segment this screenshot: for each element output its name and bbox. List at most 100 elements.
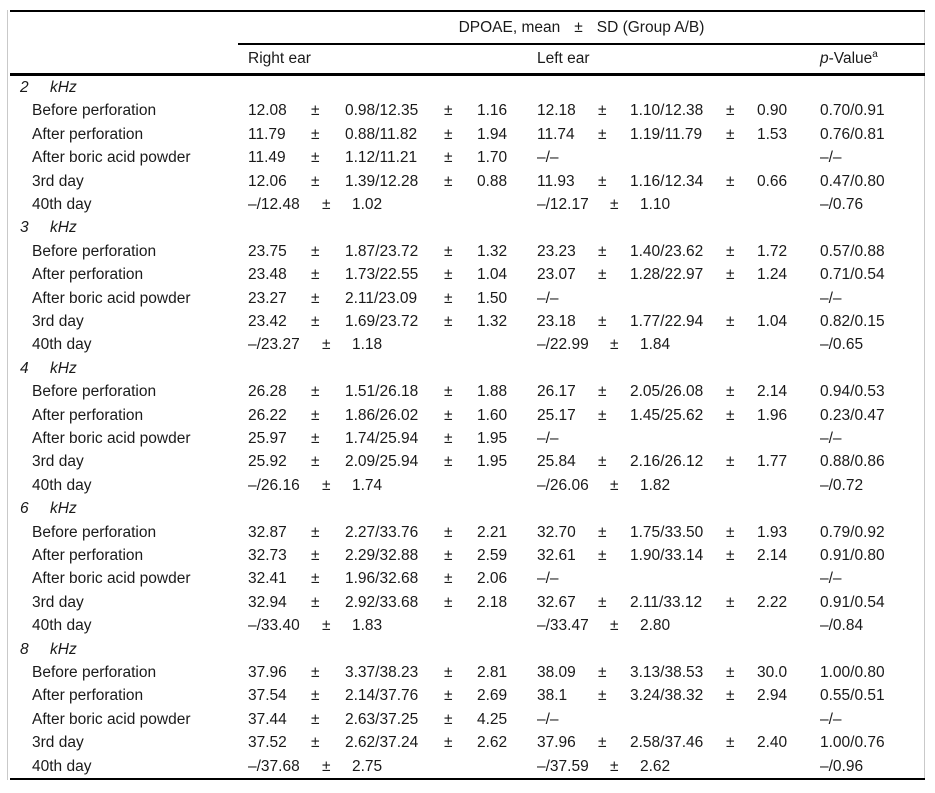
left-ear-value: –/33.47 xyxy=(537,617,589,635)
plus-minus-symbol: ± xyxy=(322,757,331,775)
plus-minus-symbol: ± xyxy=(610,617,619,635)
right-ear-value: –/23.27 xyxy=(248,336,300,354)
plus-minus-symbol: ± xyxy=(598,523,607,541)
left-ear-value: 2.40 xyxy=(757,734,788,752)
right-ear-value: 1.04 xyxy=(477,266,508,284)
p-value: –/– xyxy=(820,710,842,728)
plus-minus-symbol: ± xyxy=(322,476,331,494)
left-ear-value: 3.13/38.53 xyxy=(630,664,704,681)
left-ear-value: 2.05/26.08 xyxy=(630,383,704,401)
p-value: 1.00/0.76 xyxy=(820,734,885,752)
row-label: Before perforation xyxy=(32,523,157,541)
left-ear-value: 2.62 xyxy=(640,757,671,775)
right-ear-value: 11.49 xyxy=(248,149,286,167)
right-ear-value: 1.18 xyxy=(352,336,383,354)
row-label: 40th day xyxy=(32,617,92,635)
right-ear-value: 2.69 xyxy=(477,687,508,705)
row-label: 40th day xyxy=(32,757,92,775)
plus-minus-symbol: ± xyxy=(311,710,320,728)
right-ear-value: 1.87/23.72 xyxy=(345,242,419,260)
frequency-value: 6 xyxy=(20,500,29,518)
table-row: Before perforation 12.08 ±0.98/12.35 ±1.16 1… xyxy=(0,99,935,122)
table-row: After perforation 11.79 ±0.88/11.82 ±1.94 11… xyxy=(0,123,935,146)
left-ear-value: 2.16/26.12 xyxy=(630,453,704,471)
plus-minus-symbol: ± xyxy=(311,453,320,471)
row-label: After boric acid powder xyxy=(32,289,191,307)
left-ear-value: –/– xyxy=(537,710,559,728)
left-ear-value: 23.18 xyxy=(537,313,576,330)
plus-minus-symbol: ± xyxy=(598,593,607,611)
right-ear-value: 1.51/26.18 xyxy=(345,383,419,401)
right-ear-value: 1.50 xyxy=(477,289,508,307)
plus-minus-symbol: ± xyxy=(444,383,453,401)
table-row: After perforation 23.48 ±1.73/22.55 ±1.04 23… xyxy=(0,263,935,286)
plus-minus-symbol: ± xyxy=(311,242,320,260)
right-ear-value: 26.22 xyxy=(248,406,287,424)
table-right-border xyxy=(924,10,925,780)
left-ear-value: 11.93 xyxy=(537,172,575,190)
right-ear-value: 1.96/32.68 xyxy=(345,570,419,588)
right-ear-value: 37.54 xyxy=(248,687,287,705)
plus-minus-symbol: ± xyxy=(444,570,453,588)
right-ear-value: 1.32 xyxy=(477,242,508,260)
right-ear-value: 0.98/12.35 xyxy=(345,102,419,120)
row-label: 3rd day xyxy=(32,453,84,471)
row-label: 3rd day xyxy=(32,593,84,611)
plus-minus-symbol: ± xyxy=(311,664,320,681)
p-value: 1.00/0.80 xyxy=(820,664,885,681)
p-value: 0.71/0.54 xyxy=(820,266,885,284)
left-ear-value: 1.04 xyxy=(757,313,788,330)
left-ear-value: 32.67 xyxy=(537,593,576,611)
plus-minus-symbol: ± xyxy=(726,242,735,260)
plus-minus-symbol: ± xyxy=(444,430,453,447)
right-ear-value: 1.60 xyxy=(477,406,508,424)
table-row: Before perforation 37.96 ±3.37/38.23 ±2.81 3… xyxy=(0,661,935,684)
row-label: After perforation xyxy=(32,687,144,705)
left-ear-value: 2.80 xyxy=(640,617,671,635)
p-value: 0.79/0.92 xyxy=(820,523,885,541)
right-ear-value: –/26.16 xyxy=(248,476,300,494)
frequency-unit: kHz xyxy=(50,640,77,658)
plus-minus-symbol: ± xyxy=(598,313,607,330)
left-ear-value: 1.53 xyxy=(757,125,788,143)
group-header-title: DPOAE, mean xyxy=(458,19,561,36)
frequency-unit: kHz xyxy=(50,500,77,518)
right-ear-value: –/12.48 xyxy=(248,196,300,213)
plus-minus-symbol: ± xyxy=(726,125,735,143)
table-row: 3rd day 23.42 ±1.69/23.72 ±1.32 23.18 ±1.77/2… xyxy=(0,310,935,333)
p-value: 0.82/0.15 xyxy=(820,313,885,330)
right-ear-value: 12.06 xyxy=(248,172,287,190)
plus-minus-symbol: ± xyxy=(311,547,320,564)
left-ear-value: 2.14 xyxy=(757,383,788,401)
left-ear-value: 1.45/25.62 xyxy=(630,406,704,424)
plus-minus-symbol: ± xyxy=(311,687,320,705)
plus-minus-symbol: ± xyxy=(726,172,735,190)
frequency-value: 4 xyxy=(20,359,29,377)
plus-minus-symbol: ± xyxy=(598,172,607,190)
left-ear-value: 1.72 xyxy=(757,242,788,260)
left-ear-value: 3.24/38.32 xyxy=(630,687,704,705)
table-row: 40th day –/26.16 ±1.74 –/26.06 ±1.82 –/0.72 xyxy=(0,474,935,497)
plus-minus-symbol: ± xyxy=(598,102,607,120)
left-ear-value: –/– xyxy=(537,149,559,167)
plus-minus-symbol: ± xyxy=(726,266,735,284)
left-ear-value: –/– xyxy=(537,430,559,447)
column-header-left-ear: Left ear xyxy=(537,50,590,67)
row-label: After perforation xyxy=(32,266,144,284)
p-value: –/0.76 xyxy=(820,196,864,213)
plus-minus-symbol: ± xyxy=(311,266,320,284)
table-row: 3rd day 25.92 ±2.09/25.94 ±1.95 25.84 ±2.16/2… xyxy=(0,450,935,473)
group-header-underline xyxy=(238,43,925,45)
p-value: –/– xyxy=(820,430,842,447)
p-value-italic-p: p xyxy=(820,50,829,67)
row-label: 3rd day xyxy=(32,313,84,330)
frequency-value: 2 xyxy=(20,79,29,96)
table-row: 3rd day 12.06 ±1.39/12.28 ±0.88 11.93 ±1.16/1… xyxy=(0,170,935,193)
p-value: 0.91/0.54 xyxy=(820,593,885,611)
left-ear-value: 12.18 xyxy=(537,102,576,120)
p-value: 0.76/0.81 xyxy=(820,125,885,143)
left-ear-value: 1.10 xyxy=(640,196,671,213)
right-ear-value: 25.97 xyxy=(248,430,287,447)
plus-minus-symbol: ± xyxy=(444,710,453,728)
